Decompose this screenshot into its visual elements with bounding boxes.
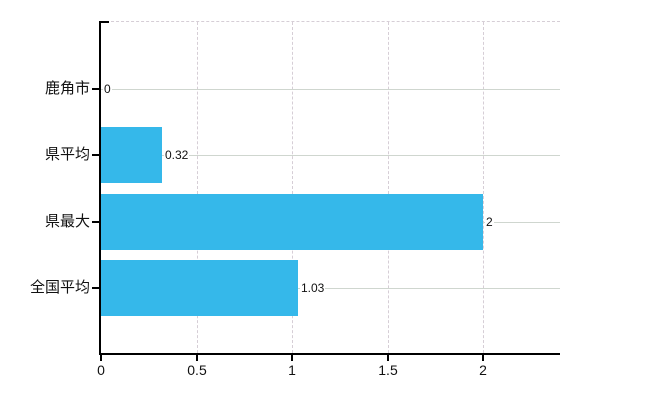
x-tick-label: 1 (288, 362, 296, 378)
y-axis-top-cap (99, 21, 109, 23)
bar-value-label: 0.32 (164, 147, 190, 163)
x-axis-tick (196, 355, 198, 361)
x-axis-tick (387, 355, 389, 361)
y-axis-tick (92, 287, 99, 289)
x-tick-label: 2 (479, 362, 487, 378)
bar-value-label: 1.03 (300, 280, 326, 296)
bar-value-label: 0 (103, 81, 112, 97)
y-axis-tick (92, 88, 99, 90)
y-axis-tick (92, 154, 99, 156)
category-label: 県平均 (44, 146, 90, 163)
bar (101, 194, 483, 250)
bar (101, 260, 298, 316)
category-label: 全国平均 (29, 279, 90, 296)
bar (101, 127, 162, 183)
x-tick-label: 1.5 (378, 362, 398, 378)
vertical-gridline (388, 22, 389, 353)
vertical-gridline (292, 22, 293, 353)
x-axis-line (99, 353, 560, 355)
bar-value-label: 2 (485, 214, 494, 230)
x-tick-label: 0.5 (187, 362, 207, 378)
category-label: 鹿角市 (44, 80, 90, 97)
vertical-gridline (483, 22, 484, 353)
category-gridline (101, 155, 560, 156)
x-tick-label: 0 (97, 362, 105, 378)
vertical-gridline (197, 22, 198, 353)
category-gridline (101, 288, 560, 289)
category-gridline (101, 89, 560, 90)
x-axis-tick (482, 355, 484, 361)
category-label: 県最大 (44, 213, 90, 230)
y-axis-line (99, 21, 101, 355)
x-axis-tick (100, 355, 102, 361)
y-axis-tick (92, 221, 99, 223)
plot-top-border (101, 21, 560, 22)
x-axis-tick (291, 355, 293, 361)
